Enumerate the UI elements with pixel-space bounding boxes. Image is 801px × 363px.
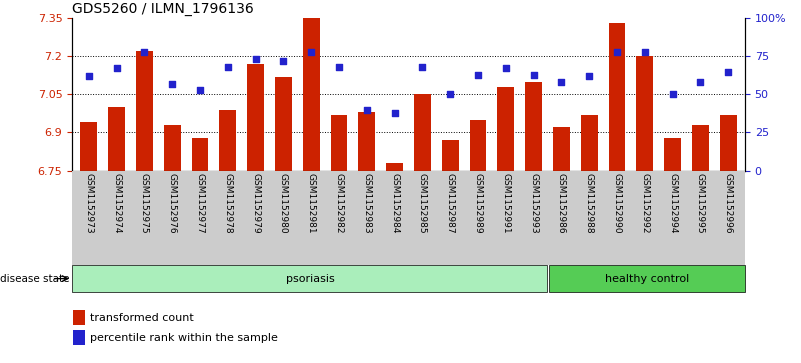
Point	[555, 79, 568, 85]
Text: GSM1152992: GSM1152992	[640, 174, 650, 234]
Bar	[553, 127, 570, 171]
Point	[694, 79, 706, 85]
Point	[166, 81, 179, 87]
Text: GSM1152987: GSM1152987	[445, 174, 455, 234]
Point	[249, 56, 262, 62]
Bar	[136, 51, 153, 171]
Point	[416, 64, 429, 70]
Text: GSM1152973: GSM1152973	[84, 174, 93, 234]
Bar	[549, 265, 745, 292]
Bar	[275, 77, 292, 171]
Text: GSM1152980: GSM1152980	[279, 174, 288, 234]
Point	[666, 91, 679, 97]
Text: GSM1152991: GSM1152991	[501, 174, 510, 234]
Text: GSM1152994: GSM1152994	[668, 174, 677, 234]
Bar	[581, 115, 598, 171]
Point	[360, 107, 373, 113]
Bar	[609, 23, 626, 171]
Point	[111, 66, 123, 72]
Point	[444, 91, 457, 97]
Text: GSM1152978: GSM1152978	[223, 174, 232, 234]
Text: GSM1152989: GSM1152989	[473, 174, 482, 234]
Bar	[442, 140, 458, 171]
Text: transformed count: transformed count	[90, 313, 194, 323]
Point	[83, 73, 95, 79]
Bar	[414, 94, 431, 171]
Text: percentile rank within the sample: percentile rank within the sample	[90, 333, 278, 343]
Bar	[164, 125, 180, 171]
Text: GSM1152996: GSM1152996	[724, 174, 733, 234]
Point	[722, 69, 735, 74]
Point	[194, 87, 207, 93]
Bar	[80, 122, 97, 171]
Point	[610, 49, 623, 54]
Point	[638, 49, 651, 54]
Bar	[692, 125, 709, 171]
Point	[138, 49, 151, 54]
Point	[332, 64, 345, 70]
Point	[583, 73, 596, 79]
Text: GSM1152985: GSM1152985	[418, 174, 427, 234]
Text: GSM1152982: GSM1152982	[335, 174, 344, 234]
Bar	[303, 18, 320, 171]
Bar	[525, 82, 542, 171]
Text: GSM1152979: GSM1152979	[251, 174, 260, 234]
Point	[221, 64, 234, 70]
Text: GSM1152993: GSM1152993	[529, 174, 538, 234]
Point	[277, 58, 290, 64]
Text: GSM1152988: GSM1152988	[585, 174, 594, 234]
Text: GSM1152981: GSM1152981	[307, 174, 316, 234]
Point	[305, 49, 318, 54]
Bar	[637, 56, 653, 171]
Point	[499, 66, 512, 72]
Bar	[497, 87, 514, 171]
Point	[527, 72, 540, 77]
Bar	[248, 64, 264, 171]
Text: GSM1152976: GSM1152976	[167, 174, 177, 234]
Bar	[720, 115, 737, 171]
Text: GSM1152977: GSM1152977	[195, 174, 204, 234]
Bar	[469, 120, 486, 171]
Text: GSM1152975: GSM1152975	[140, 174, 149, 234]
Bar	[219, 110, 236, 171]
Bar	[359, 112, 375, 171]
Text: psoriasis: psoriasis	[286, 274, 335, 284]
Bar	[664, 138, 681, 171]
Bar	[191, 138, 208, 171]
Text: GSM1152995: GSM1152995	[696, 174, 705, 234]
Point	[388, 110, 401, 115]
Bar	[386, 163, 403, 171]
Text: GSM1152984: GSM1152984	[390, 174, 399, 234]
Text: GSM1152990: GSM1152990	[613, 174, 622, 234]
Text: disease state: disease state	[0, 274, 70, 284]
Text: GDS5260 / ILMN_1796136: GDS5260 / ILMN_1796136	[72, 2, 254, 16]
Text: GSM1152986: GSM1152986	[557, 174, 566, 234]
Bar	[331, 115, 348, 171]
Point	[472, 72, 485, 77]
Text: GSM1152983: GSM1152983	[362, 174, 372, 234]
Bar	[108, 107, 125, 171]
Text: GSM1152974: GSM1152974	[112, 174, 121, 234]
Text: healthy control: healthy control	[605, 274, 689, 284]
Bar	[72, 265, 546, 292]
